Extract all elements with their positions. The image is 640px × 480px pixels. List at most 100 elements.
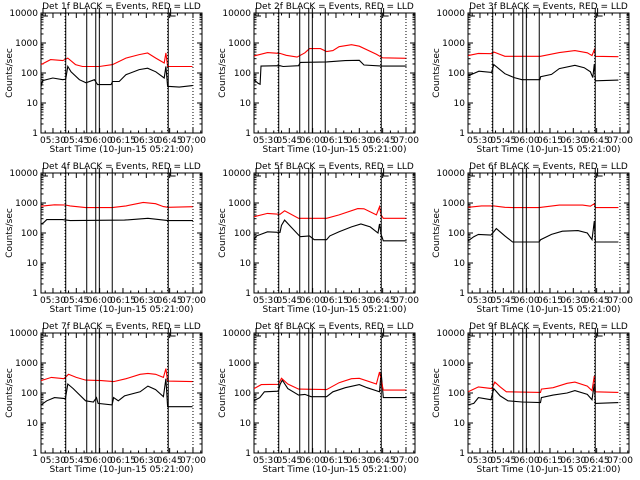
panel-title: Det 9f BLACK = Events, RED = LLD [469,322,628,332]
y-tick-label: 1000 [442,39,465,49]
x-tick-label: 07:00 [607,136,633,146]
x-tick-label: 06:30 [133,456,159,466]
y-tick-label: 10000 [436,169,465,179]
detector-panel: Det 3f BLACK = Events, RED = LLD 1 10 100 10… [432,2,633,155]
detector-panel: Det 6f BLACK = Events, RED = LLD 1 10 100 10… [432,162,633,315]
x-tick-label: 07:00 [180,136,206,146]
bracket-marker [469,8,475,17]
x-tick-label: 06:15 [323,296,349,306]
lld-series-line [253,204,407,219]
x-tick-label: 06:45 [584,136,610,146]
x-axis-title: Start Time (10-Jun-15 05:21:00) [50,465,194,475]
bracket-marker [170,328,176,337]
y-tick-label: 10000 [9,329,38,339]
y-axis-title: Counts/sec [432,48,442,98]
bracket-marker [469,168,475,177]
y-tick-label: 1 [459,449,465,459]
x-tick-label: 05:30 [253,296,279,306]
x-axis-title: Start Time (10-Jun-15 05:21:00) [263,305,407,315]
y-tick-label: 10000 [436,329,465,339]
x-axis-title: Start Time (10-Jun-15 05:21:00) [477,465,621,475]
y-tick-label: 10000 [9,169,38,179]
bracket-marker [42,8,48,17]
x-tick-label: 06:45 [157,136,183,146]
y-axis-title: Counts/sec [432,208,442,258]
y-tick-label: 10000 [222,169,251,179]
x-tick-label: 06:00 [300,136,326,146]
detector-panel: Det 2f BLACK = Events, RED = LLD 1 10 100 10… [218,2,419,155]
events-series-line [253,59,407,86]
bracket-marker [597,168,603,177]
x-tick-label: 06:15 [537,136,563,146]
events-series-line [40,378,193,408]
detector-panel: Det 1f BLACK = Events, RED = LLD 1 10 100 10… [5,2,206,155]
lld-series-line [468,47,619,58]
x-tick-label: 07:00 [607,456,633,466]
y-axis-title: Counts/sec [5,208,15,258]
y-tick-label: 10 [240,419,252,429]
x-tick-label: 06:30 [133,136,159,146]
y-tick-label: 100 [234,389,251,399]
panel-title: Det 2f BLACK = Events, RED = LLD [255,2,414,12]
x-tick-label: 06:45 [370,296,396,306]
lld-series-line [467,375,619,393]
detector-panel: Det 8f BLACK = Events, RED = LLD 1 10 100 10… [218,322,419,475]
detector-panel: Det 5f BLACK = Events, RED = LLD 1 10 100 10… [218,162,419,315]
x-tick-label: 06:15 [110,136,136,146]
x-tick-label: 07:00 [393,296,419,306]
x-tick-label: 06:15 [537,296,563,306]
x-tick-label: 06:00 [300,456,326,466]
x-tick-label: 05:45 [276,136,302,146]
x-tick-label: 05:45 [63,456,89,466]
y-tick-label: 100 [448,389,465,399]
x-tick-label: 05:30 [467,136,493,146]
bracket-marker [383,168,389,177]
events-series-line [40,217,193,225]
y-tick-label: 1000 [442,199,465,209]
x-tick-label: 06:45 [584,296,610,306]
x-tick-label: 06:45 [157,296,183,306]
x-tick-label: 05:45 [63,136,89,146]
x-tick-label: 06:00 [87,136,113,146]
y-tick-label: 10 [27,419,39,429]
bracket-marker [597,8,603,17]
y-tick-label: 1 [459,289,465,299]
x-tick-label: 07:00 [180,296,206,306]
panel-title: Det 8f BLACK = Events, RED = LLD [255,322,414,332]
x-tick-label: 06:00 [87,456,113,466]
events-series-line [40,64,193,88]
y-tick-label: 1 [32,449,38,459]
bracket-marker [170,168,176,177]
y-tick-label: 100 [448,69,465,79]
x-tick-label: 06:00 [300,296,326,306]
bracket-marker [383,8,389,17]
x-tick-label: 06:15 [110,296,136,306]
bracket-marker [255,8,261,17]
events-series-line [467,221,619,243]
lld-series-line [253,371,407,391]
y-tick-label: 100 [21,229,38,239]
x-tick-label: 06:30 [133,296,159,306]
panel-title: Det 7f BLACK = Events, RED = LLD [42,322,201,332]
y-tick-label: 10000 [222,329,251,339]
x-tick-label: 05:30 [40,456,66,466]
y-tick-label: 1000 [228,359,251,369]
y-axis-title: Counts/sec [5,368,15,418]
x-tick-label: 06:00 [514,296,540,306]
x-tick-label: 06:30 [346,456,372,466]
x-axis-title: Start Time (10-Jun-15 05:21:00) [50,305,194,315]
lld-series-line [253,44,407,59]
x-tick-label: 06:15 [323,136,349,146]
lld-series-line [40,368,193,383]
x-tick-label: 05:30 [253,456,279,466]
x-tick-label: 05:30 [467,296,493,306]
panel-title: Det 4f BLACK = Events, RED = LLD [42,162,201,172]
x-tick-label: 06:15 [537,456,563,466]
x-axis-title: Start Time (10-Jun-15 05:21:00) [50,145,194,155]
y-tick-label: 10 [240,259,252,269]
y-tick-label: 10 [454,99,466,109]
x-tick-label: 06:45 [584,456,610,466]
y-tick-label: 1000 [15,39,38,49]
y-tick-label: 100 [234,229,251,239]
